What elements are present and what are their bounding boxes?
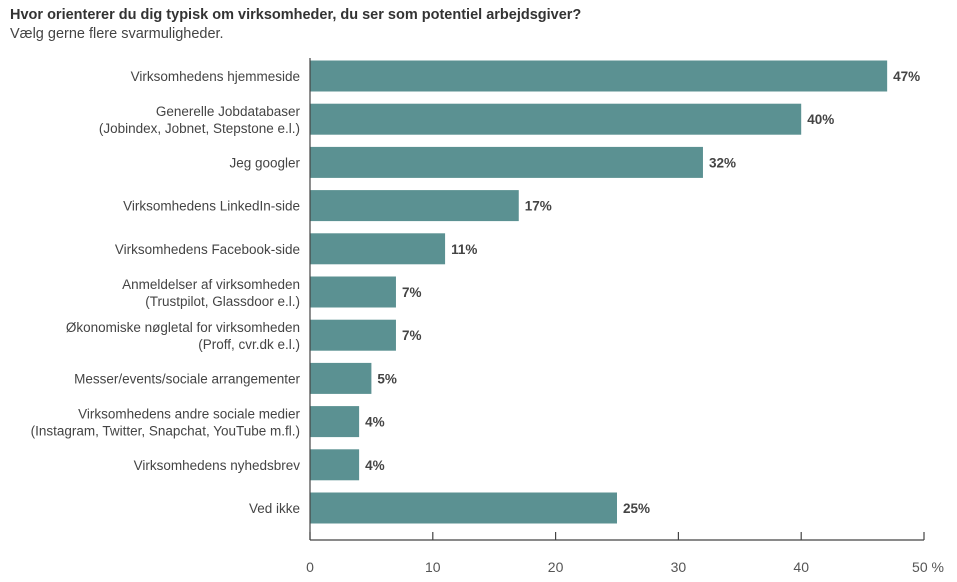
data-label: 7% <box>402 328 422 343</box>
x-tick-label: 50 % <box>912 559 944 575</box>
data-label: 25% <box>623 501 650 516</box>
category-label: Virksomhedens LinkedIn-side <box>123 199 300 214</box>
data-label: 40% <box>807 112 834 127</box>
category-label: Virksomhedens hjemmeside <box>131 69 300 84</box>
data-label: 32% <box>709 155 736 170</box>
data-label: 4% <box>365 458 385 473</box>
category-label: (Jobindex, Jobnet, Stepstone e.l.) <box>99 121 300 136</box>
bar <box>310 103 802 135</box>
bar <box>310 60 888 92</box>
x-tick-label: 30 <box>671 559 687 575</box>
category-label: Generelle Jobdatabaser <box>156 104 301 119</box>
x-tick-label: 40 <box>793 559 809 575</box>
category-label: Anmeldelser af virksomheden <box>122 277 300 292</box>
bar <box>310 190 519 222</box>
category-label: Virksomhedens andre sociale medier <box>78 407 300 422</box>
x-tick-label: 10 <box>425 559 441 575</box>
data-label: 17% <box>525 199 552 214</box>
category-label: Økonomiske nøgletal for virksomheden <box>66 320 300 335</box>
bar <box>310 406 360 438</box>
category-label: (Instagram, Twitter, Snapchat, YouTube m… <box>31 424 300 439</box>
category-label: Jeg googler <box>229 155 300 170</box>
data-label: 11% <box>451 242 477 257</box>
category-label: Ved ikke <box>249 501 300 516</box>
x-tick-label: 0 <box>306 559 314 575</box>
data-label: 47% <box>893 69 920 84</box>
category-label: Virksomhedens Facebook-side <box>115 242 300 257</box>
bar <box>310 233 446 265</box>
bar <box>310 492 617 524</box>
chart-subtitle: Vælg gerne flere svarmuligheder. <box>10 26 224 42</box>
bar <box>310 276 396 308</box>
category-label: (Proff, cvr.dk e.l.) <box>198 337 300 352</box>
bar <box>310 319 396 351</box>
chart-title: Hvor orienterer du dig typisk om virksom… <box>10 7 582 23</box>
data-label: 5% <box>377 371 397 386</box>
data-label: 7% <box>402 285 422 300</box>
bar <box>310 449 360 481</box>
bar <box>310 146 703 178</box>
x-tick-label: 20 <box>548 559 564 575</box>
category-label: Virksomhedens nyhedsbrev <box>134 458 301 473</box>
data-label: 4% <box>365 415 385 430</box>
category-label: (Trustpilot, Glassdoor e.l.) <box>145 294 300 309</box>
bar <box>310 362 372 394</box>
category-label: Messer/events/sociale arrangementer <box>74 371 300 386</box>
